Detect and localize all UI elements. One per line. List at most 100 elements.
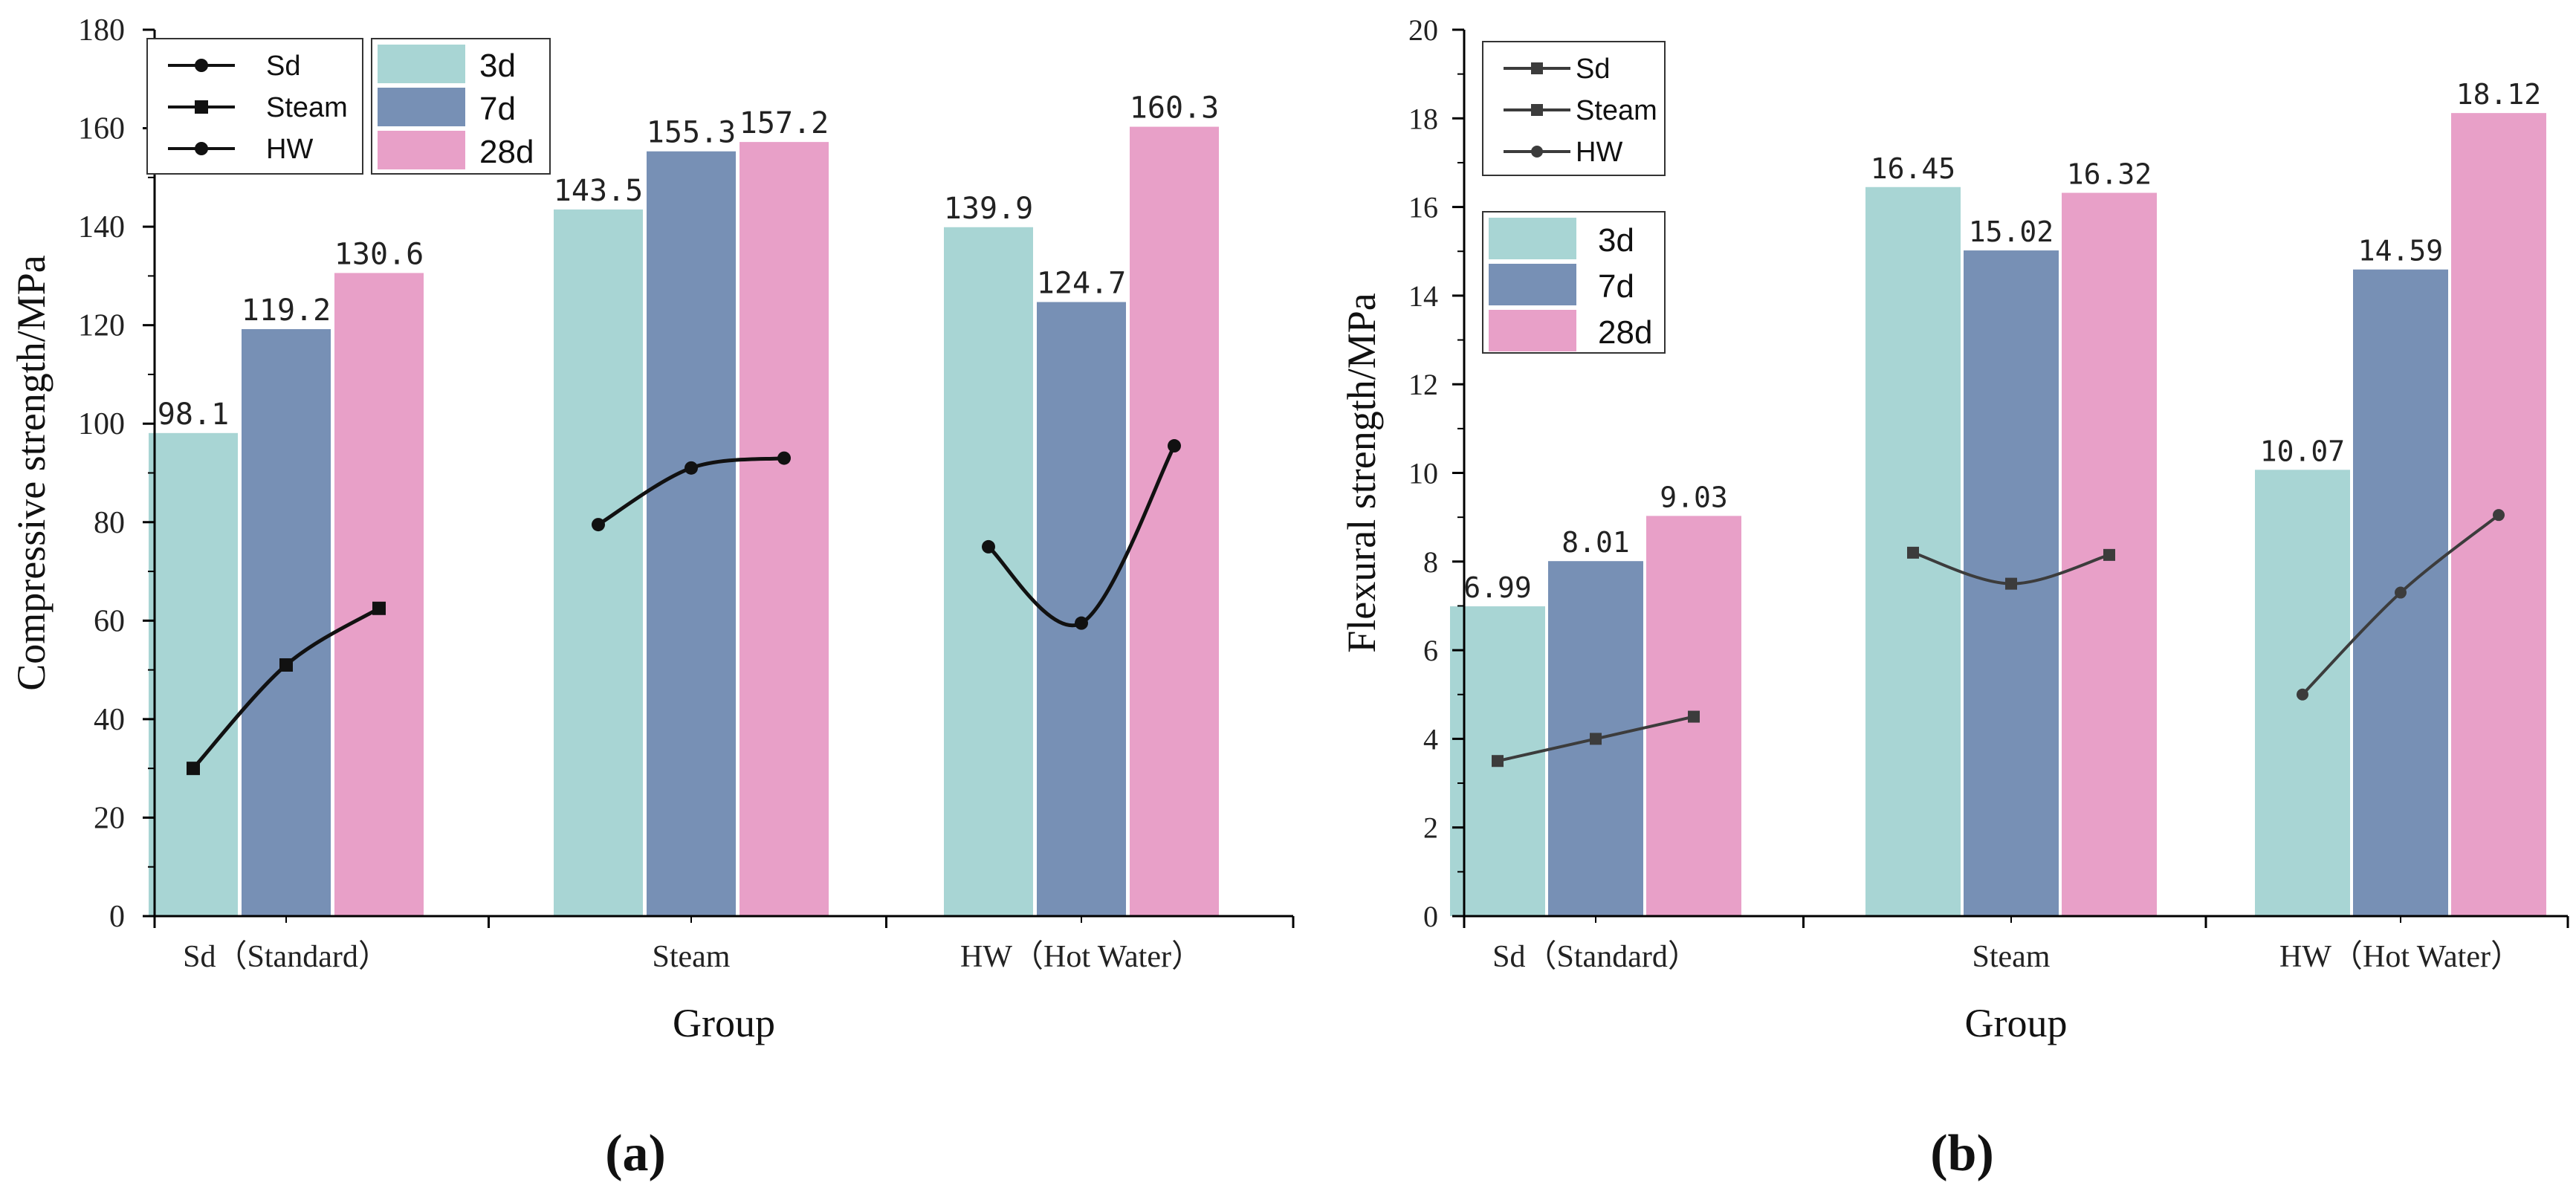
point-HW-0 xyxy=(2297,688,2308,701)
y-tick-label-12: 12 xyxy=(1408,368,1438,401)
data-label-7d-1: 15.02 xyxy=(1969,215,2054,248)
bar-28d-2 xyxy=(1130,126,1219,916)
line-legend: Sd Steam HW xyxy=(1482,41,1666,176)
point-Sd-0 xyxy=(187,762,200,776)
y-tick-label-0: 0 xyxy=(109,900,125,934)
bar-28d-0 xyxy=(334,273,424,916)
bar-7d-2 xyxy=(1037,302,1126,916)
data-label-7d-2: 124.7 xyxy=(1037,267,1126,301)
x-tick-label-2: HW（Hot Water） xyxy=(2279,940,2522,974)
y-tick-label-160: 160 xyxy=(78,112,125,146)
line-legend-label-Steam: Steam xyxy=(266,92,348,123)
line-legend-label-Sd: Sd xyxy=(266,51,300,82)
x-axis-title: Group xyxy=(1965,1001,2068,1045)
point-Steam-1 xyxy=(2005,577,2017,590)
y-tick-label-80: 80 xyxy=(94,506,125,540)
bar-legend-label-7d: 7d xyxy=(479,91,516,127)
data-label-7d-0: 119.2 xyxy=(242,293,331,328)
x-tick-label-0: Sd（Standard） xyxy=(183,940,389,974)
data-label-28d-0: 130.6 xyxy=(334,237,424,271)
y-tick-label-140: 140 xyxy=(78,210,125,244)
line-legend-marker-Steam xyxy=(1531,104,1543,116)
data-label-28d-0: 9.03 xyxy=(1660,481,1728,513)
y-tick-label-14: 14 xyxy=(1408,279,1438,313)
line-legend-label-Steam: Steam xyxy=(1576,95,1657,126)
data-label-3d-0: 6.99 xyxy=(1463,571,1532,604)
bar-3d-0 xyxy=(149,432,238,916)
y-axis-title: Flexural strength/MPa xyxy=(1339,293,1384,652)
data-label-3d-2: 10.07 xyxy=(2260,435,2345,467)
x-tick-label-0: Sd（Standard） xyxy=(1492,940,1699,974)
point-HW-0 xyxy=(982,539,995,554)
bar-legend: 3d 7d 28d xyxy=(371,38,551,175)
bar-legend-label-7d: 7d xyxy=(1598,268,1634,305)
line-legend-marker-HW xyxy=(1531,146,1543,158)
data-label-3d-2: 139.9 xyxy=(944,192,1033,226)
y-tick-label-4: 4 xyxy=(1423,722,1438,756)
bar-legend-label-3d: 3d xyxy=(479,48,516,84)
bar-3d-1 xyxy=(554,209,643,916)
data-label-28d-2: 18.12 xyxy=(2456,78,2541,111)
data-label-28d-1: 16.32 xyxy=(2067,158,2152,191)
bar-legend: 3d 7d 28d xyxy=(1482,211,1666,354)
y-tick-label-6: 6 xyxy=(1423,634,1438,667)
bar-7d-1 xyxy=(647,151,736,917)
bar-legend-label-28d: 28d xyxy=(479,134,534,170)
data-label-28d-1: 157.2 xyxy=(740,106,829,140)
point-HW-2 xyxy=(2493,509,2505,522)
y-tick-label-20: 20 xyxy=(1408,13,1438,47)
point-Sd-0 xyxy=(1492,755,1504,768)
point-Steam-2 xyxy=(777,451,791,465)
chart-panel-a: 98.1 143.5 139.9 119.2 155.3 124.7 130.6 157.2 1… xyxy=(9,13,1295,1182)
y-tick-label-16: 16 xyxy=(1408,191,1438,224)
y-tick-label-120: 120 xyxy=(78,309,125,343)
line-legend-label-HW: HW xyxy=(1576,137,1622,168)
x-tick-label-2: HW（Hot Water） xyxy=(960,940,1203,974)
panel-label: (a) xyxy=(605,1125,666,1182)
y-tick-label-40: 40 xyxy=(94,703,125,737)
x-tick-label-1: Steam xyxy=(1973,940,2051,974)
point-HW-2 xyxy=(1168,439,1181,453)
y-tick-label-18: 18 xyxy=(1408,102,1438,135)
point-Steam-0 xyxy=(1907,546,1919,559)
point-Sd-2 xyxy=(372,601,386,615)
point-Steam-2 xyxy=(2103,548,2115,561)
data-label-7d-0: 8.01 xyxy=(1562,526,1630,559)
line-legend-label-Sd: Sd xyxy=(1576,53,1610,85)
point-Sd-1 xyxy=(279,658,293,672)
data-label-3d-1: 143.5 xyxy=(554,174,643,208)
data-label-28d-2: 160.3 xyxy=(1130,91,1219,126)
y-tick-label-8: 8 xyxy=(1423,545,1438,579)
bar-legend-swatch-7d xyxy=(1489,264,1576,305)
point-Sd-1 xyxy=(1590,733,1602,745)
line-legend-label-HW: HW xyxy=(266,134,313,165)
bar-legend-label-28d: 28d xyxy=(1598,314,1652,351)
y-tick-label-180: 180 xyxy=(78,13,125,48)
y-tick-label-0: 0 xyxy=(1423,900,1438,933)
bar-legend-swatch-7d xyxy=(378,88,465,126)
bar-legend-swatch-28d xyxy=(1489,310,1576,351)
data-label-3d-1: 16.45 xyxy=(1871,152,1955,185)
bar-legend-swatch-28d xyxy=(378,131,465,169)
y-axis-title: Compressive strength/MPa xyxy=(9,255,54,690)
line-legend-marker-Sd xyxy=(1531,62,1543,74)
bar-legend-swatch-3d xyxy=(378,45,465,83)
point-Steam-0 xyxy=(592,518,605,532)
data-label-7d-1: 155.3 xyxy=(647,116,736,150)
point-HW-1 xyxy=(2395,586,2407,599)
line-legend-marker-Sd xyxy=(195,59,208,72)
bar-3d-2 xyxy=(944,227,1033,916)
point-Steam-1 xyxy=(685,461,698,475)
y-tick-label-10: 10 xyxy=(1408,457,1438,490)
bar-legend-swatch-3d xyxy=(1489,218,1576,259)
panel-label: (b) xyxy=(1930,1125,1994,1182)
x-axis-title: Group xyxy=(673,1001,775,1045)
point-Sd-2 xyxy=(1688,710,1700,723)
data-label-7d-2: 14.59 xyxy=(2358,235,2443,267)
bar-7d-0 xyxy=(242,328,331,917)
line-legend: Sd Steam HW xyxy=(146,38,363,175)
data-label-3d-0: 98.1 xyxy=(158,398,229,432)
line-legend-marker-Steam xyxy=(195,100,208,114)
y-tick-label-100: 100 xyxy=(78,407,125,441)
